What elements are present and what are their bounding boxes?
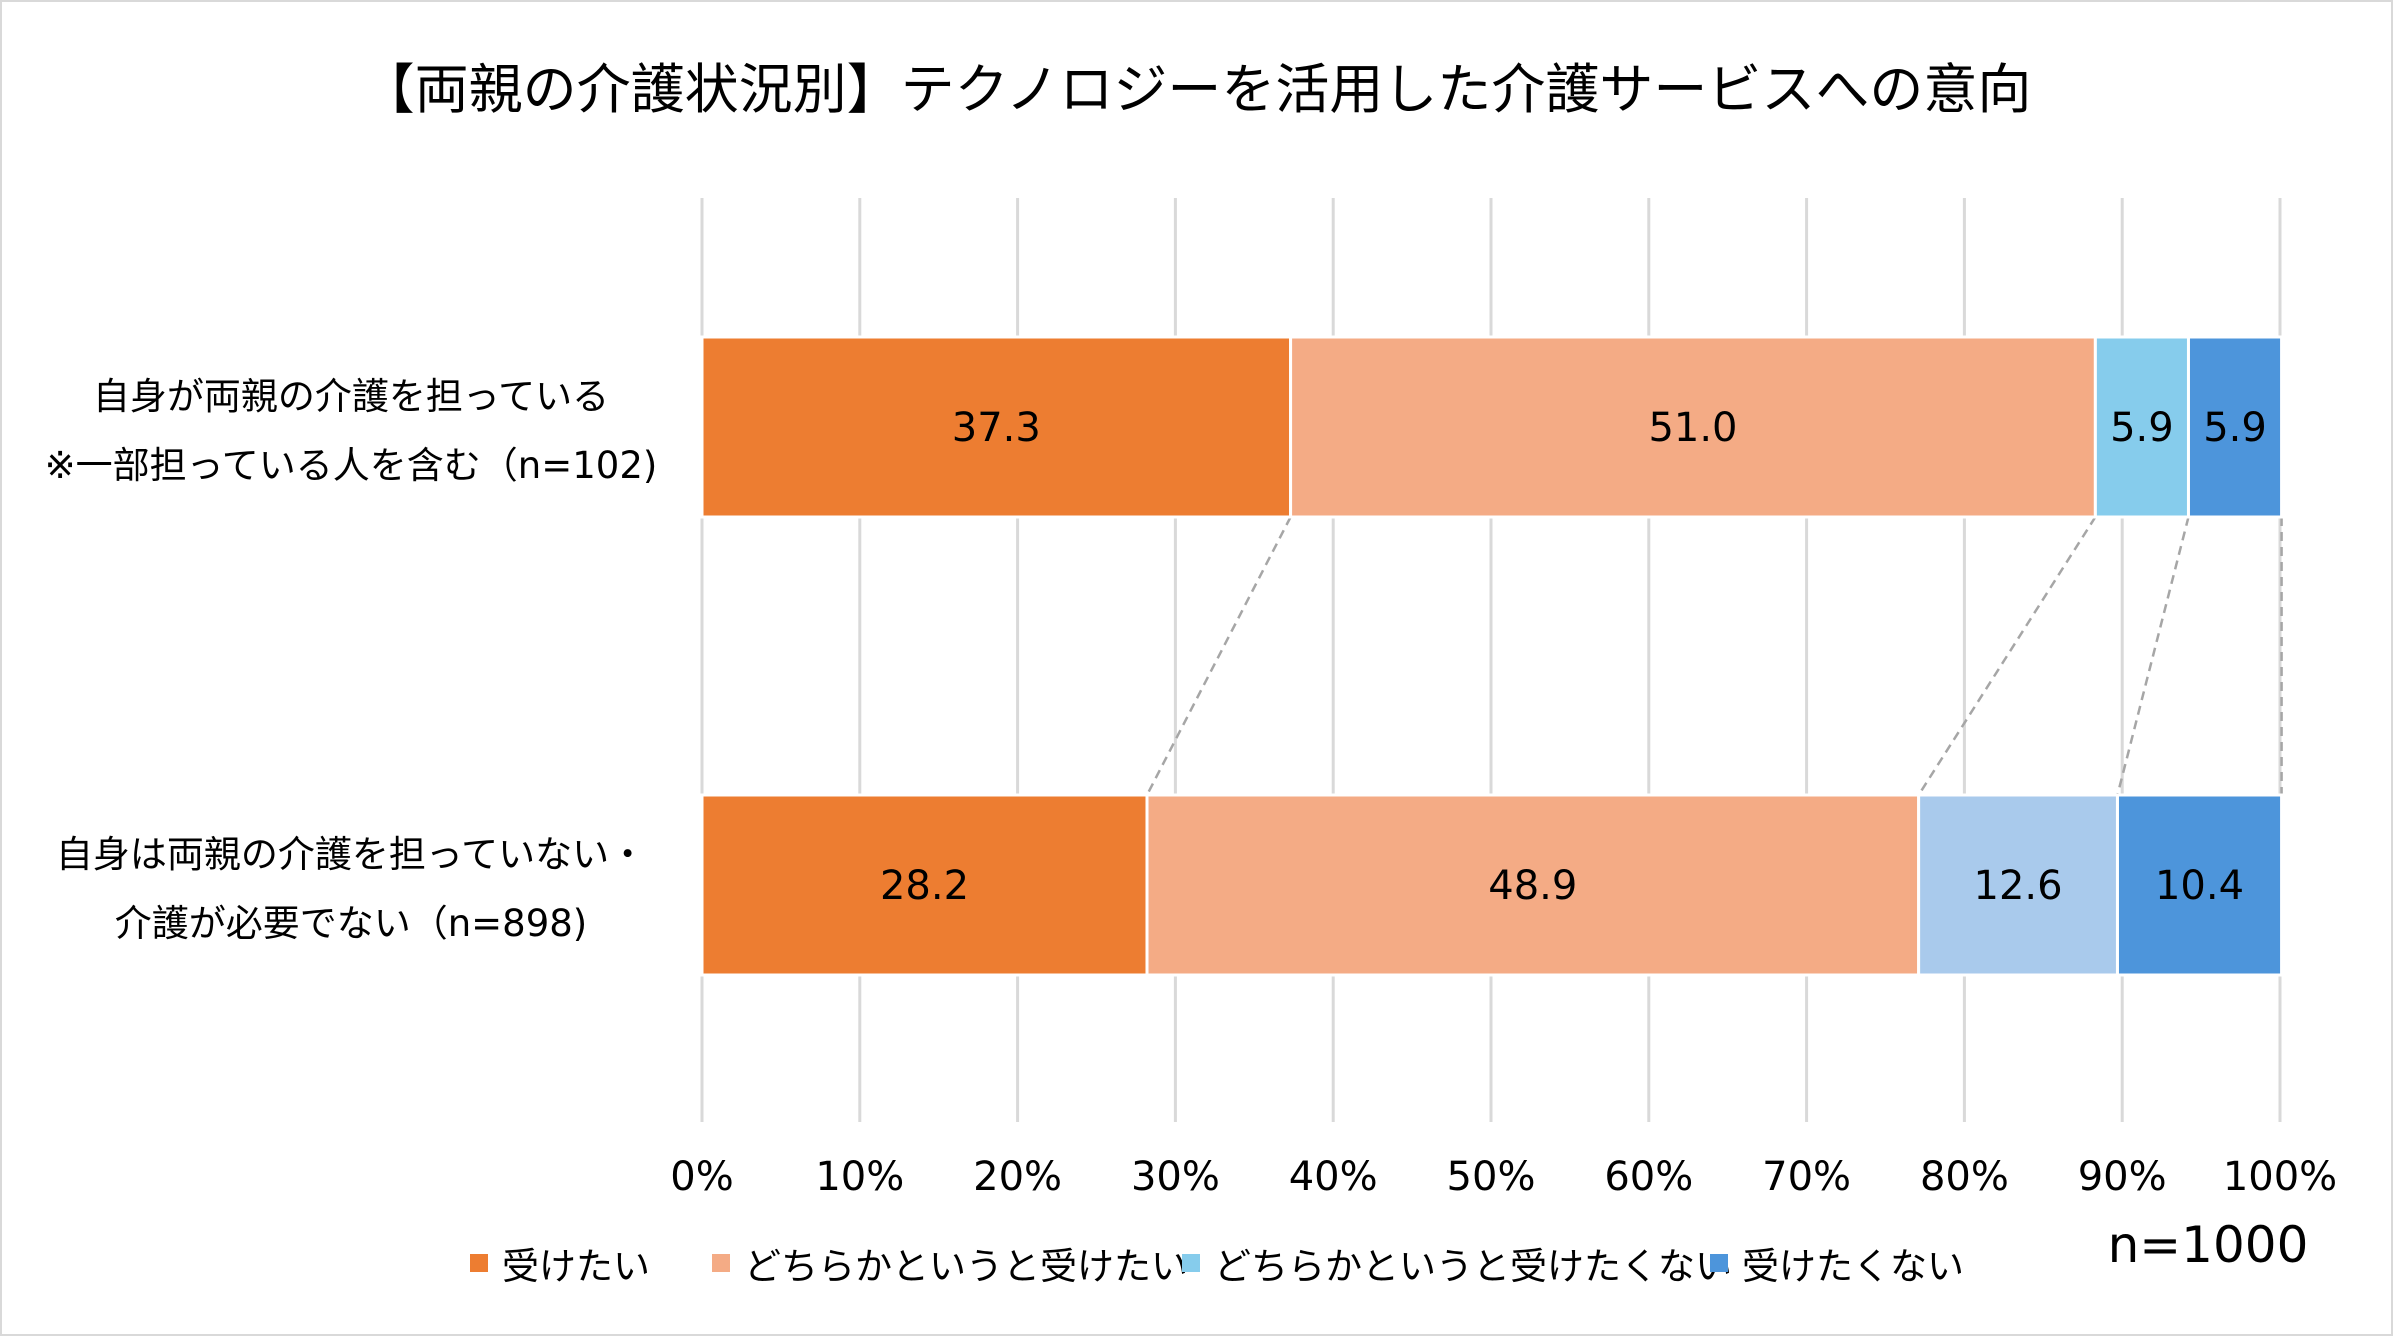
series-line [1145,516,1292,796]
data-label: 10.4 [2155,863,2244,909]
legend-label: 受けたくない [1742,1245,1964,1288]
legend-swatch [470,1254,488,1272]
x-tick-label: 20% [973,1154,1062,1200]
bar-segment [2115,793,2284,977]
legend-swatch [1182,1254,1200,1272]
legend-label: どちらかというと受けたい [744,1245,1188,1288]
bar-segment [1289,335,2097,519]
data-label: 51.0 [1648,405,1737,451]
data-label: 37.3 [952,405,1041,451]
series-line [2116,516,2190,796]
x-tick-label: 70% [1762,1154,1851,1200]
x-tick-label: 80% [1920,1154,2009,1200]
data-label: 5.9 [2110,405,2174,451]
bar-segment [2186,335,2284,519]
bar-segment [700,335,1293,519]
series-line [1917,516,2097,796]
legend-swatch [712,1254,730,1272]
x-tick-label: 40% [1289,1154,1378,1200]
bar-segment [1145,793,1921,977]
data-label: 48.9 [1488,863,1577,909]
sample-size-annotation: n=1000 [2108,1216,2309,1274]
x-tick-label: 60% [1604,1154,1693,1200]
legend-label: 受けたい [502,1245,650,1288]
bar-segment [1917,793,2119,977]
legend-label: どちらかというと受けたくない [1214,1245,1732,1288]
data-label: 5.9 [2203,405,2267,451]
category-label: 自身は両親の介護を担っていない・ [56,833,646,876]
legend-swatch [1710,1254,1728,1272]
category-label: 自身が両親の介護を担っている [93,375,609,418]
x-tick-label: 90% [2078,1154,2167,1200]
x-tick-label: 30% [1131,1154,1220,1200]
x-tick-label: 10% [815,1154,904,1200]
x-tick-label: 50% [1447,1154,1536,1200]
chart-title: 【両親の介護状況別】テクノロジーを活用した介護サービスへの意向 [361,58,2032,121]
data-label: 12.6 [1974,863,2063,909]
bar-segment [2093,335,2190,519]
bar-segment [700,793,1149,977]
data-label: 28.2 [880,863,969,909]
category-label: 介護が必要でない（n=898) [115,902,588,945]
category-label: ※一部担っている人を含む（n=102) [45,444,658,487]
x-tick-label: 0% [670,1154,733,1200]
x-tick-label: 100% [2223,1154,2337,1200]
